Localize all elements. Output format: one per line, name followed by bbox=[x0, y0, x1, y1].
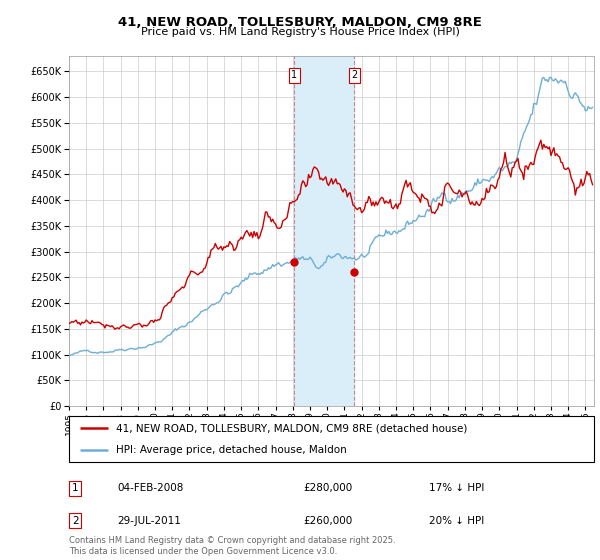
Text: 2: 2 bbox=[72, 516, 79, 526]
Text: 2: 2 bbox=[351, 70, 358, 80]
Bar bbox=[294, 56, 355, 406]
Text: 1: 1 bbox=[72, 483, 79, 493]
Text: £280,000: £280,000 bbox=[303, 483, 352, 493]
Text: 20% ↓ HPI: 20% ↓ HPI bbox=[429, 516, 484, 526]
Text: HPI: Average price, detached house, Maldon: HPI: Average price, detached house, Mald… bbox=[116, 445, 347, 455]
Text: Price paid vs. HM Land Registry's House Price Index (HPI): Price paid vs. HM Land Registry's House … bbox=[140, 27, 460, 37]
Text: 17% ↓ HPI: 17% ↓ HPI bbox=[429, 483, 484, 493]
FancyBboxPatch shape bbox=[69, 416, 594, 462]
Text: 41, NEW ROAD, TOLLESBURY, MALDON, CM9 8RE (detached house): 41, NEW ROAD, TOLLESBURY, MALDON, CM9 8R… bbox=[116, 423, 467, 433]
Text: 04-FEB-2008: 04-FEB-2008 bbox=[117, 483, 184, 493]
Text: £260,000: £260,000 bbox=[303, 516, 352, 526]
Text: 29-JUL-2011: 29-JUL-2011 bbox=[117, 516, 181, 526]
Text: Contains HM Land Registry data © Crown copyright and database right 2025.
This d: Contains HM Land Registry data © Crown c… bbox=[69, 536, 395, 556]
Text: 41, NEW ROAD, TOLLESBURY, MALDON, CM9 8RE: 41, NEW ROAD, TOLLESBURY, MALDON, CM9 8R… bbox=[118, 16, 482, 29]
Text: 1: 1 bbox=[291, 70, 297, 80]
